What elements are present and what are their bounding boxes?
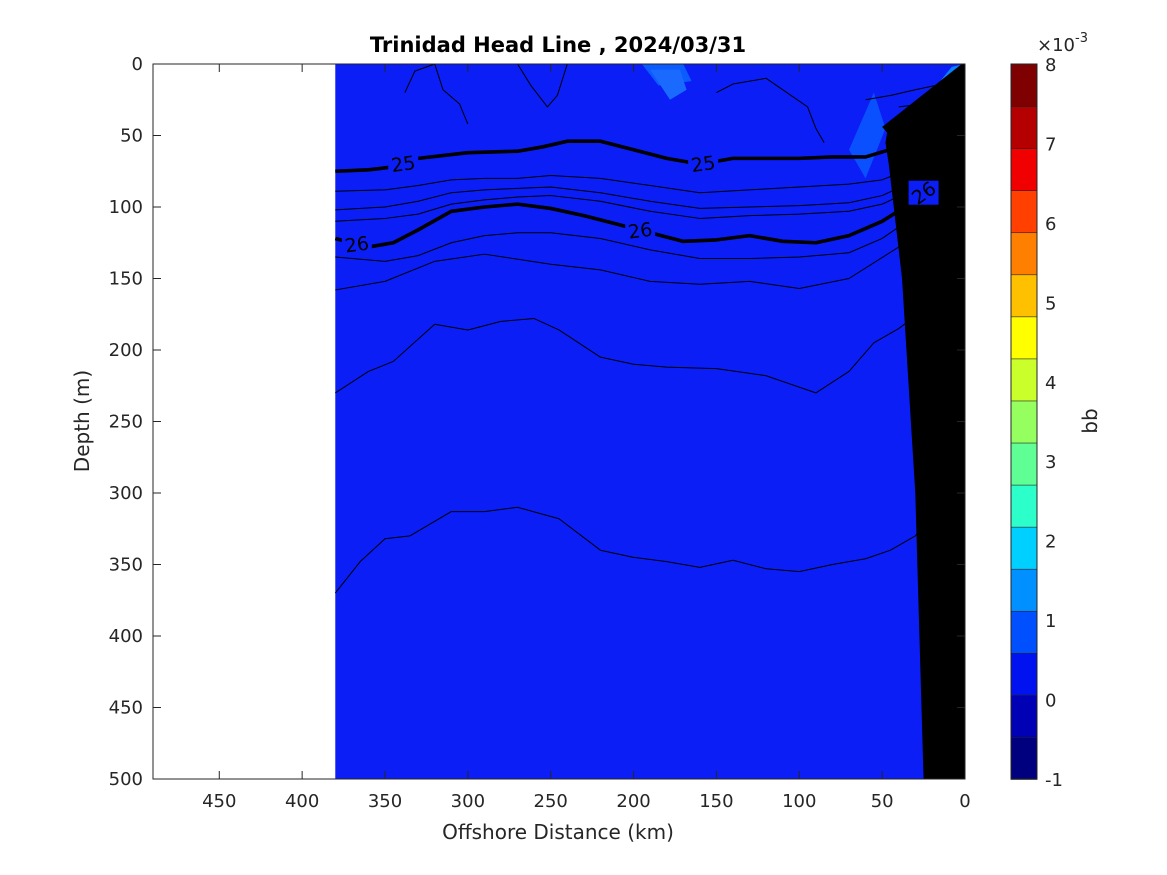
x-tick-label: 100 <box>782 791 816 812</box>
colorbar-step <box>1010 273 1038 318</box>
colorbar-step <box>1010 63 1038 107</box>
isopycnal-line-7 <box>335 163 949 222</box>
colorbar-step <box>1010 147 1038 191</box>
isopycnal-line-9 <box>404 64 469 125</box>
colorbar-step <box>1010 694 1038 738</box>
colorbar-tick-label: 4 <box>1045 373 1056 394</box>
colorbar-tick-label: 5 <box>1045 293 1056 314</box>
isopycnal-line-11 <box>716 77 825 143</box>
x-tick-label: 350 <box>368 791 402 812</box>
colorbar-step <box>1010 316 1038 360</box>
colorbar-ticks: -1 0 1 2 3 4 5 6 7 8 <box>1045 55 1063 791</box>
colorbar-steps <box>1010 63 1038 780</box>
colorbar-step <box>1010 736 1038 780</box>
y-tick-label: 300 <box>109 483 143 504</box>
isopycnal-line-4 <box>334 506 933 594</box>
colorbar: -1 0 1 2 3 4 5 6 7 8 ×10-3 bb <box>1010 31 1102 791</box>
x-tick-label: 50 <box>871 791 894 812</box>
colorbar-step <box>1010 652 1038 696</box>
contour-label-gap <box>341 232 372 257</box>
contour-label-gap <box>688 151 719 176</box>
colorbar-tick-label: 0 <box>1045 691 1056 712</box>
x-tick-label: 0 <box>959 791 970 812</box>
contour-label: 26 <box>627 219 654 244</box>
colorbar-step <box>1010 400 1038 444</box>
y-tick-label: 250 <box>109 412 143 433</box>
colorbar-tick-label: -1 <box>1045 770 1063 791</box>
colorbar-tick-label: 3 <box>1045 452 1056 473</box>
x-tick-label: 300 <box>451 791 485 812</box>
isopycnal-line-8 <box>335 185 949 262</box>
x-tick-label: 400 <box>285 791 319 812</box>
isopycnal-line-2 <box>335 200 949 291</box>
x-axis-label: Offshore Distance (km) <box>442 820 674 844</box>
contour-label-gap <box>388 151 419 176</box>
x-tick-label: 150 <box>699 791 733 812</box>
colorbar-frame <box>1010 63 1038 780</box>
colorbar-step <box>1010 231 1038 276</box>
colorbar-step <box>1010 484 1038 528</box>
colorbar-exponent: ×10-3 <box>1037 31 1088 56</box>
colorbar-step <box>1010 610 1038 654</box>
contour-label: 25 <box>690 152 717 177</box>
contour-label-gap <box>908 180 939 205</box>
y-tick-label: 450 <box>109 698 143 719</box>
colorbar-step <box>1010 105 1038 149</box>
field-patch-5 <box>650 69 687 100</box>
contour-label: 26 <box>343 232 370 257</box>
field-background <box>335 64 965 779</box>
y-tick-label: 100 <box>109 197 143 218</box>
contour-label-gap <box>625 218 656 243</box>
y-tick-label: 150 <box>109 269 143 290</box>
y-tick-label: 400 <box>109 626 143 647</box>
x-tick-label: 250 <box>534 791 568 812</box>
y-axis: 0 50 100 150 200 250 300 350 400 450 500 <box>109 54 965 790</box>
x-tick-label: 450 <box>202 791 236 812</box>
chart-title: Trinidad Head Line , 2024/03/31 <box>370 33 746 57</box>
y-tick-label: 0 <box>132 54 143 75</box>
colorbar-step <box>1010 442 1038 486</box>
bathymetry <box>882 64 965 779</box>
colorbar-label: bb <box>1078 408 1102 433</box>
colorbar-step <box>1010 526 1038 570</box>
colorbar-tick-label: 8 <box>1045 55 1056 76</box>
isopycnal-line-3 <box>335 292 941 394</box>
colorbar-step <box>1010 568 1038 612</box>
colorbar-tick-label: 7 <box>1045 134 1056 155</box>
x-tick-label: 200 <box>616 791 650 812</box>
colorbar-tick-label: 1 <box>1045 611 1056 632</box>
y-axis-label: Depth (m) <box>70 370 94 472</box>
isopycnal-line-6 <box>335 157 949 211</box>
contour-label: 25 <box>390 152 417 177</box>
colorbar-tick-label: 6 <box>1045 214 1056 235</box>
y-tick-label: 350 <box>109 555 143 576</box>
colorbar-tick-label: 2 <box>1045 532 1056 553</box>
y-tick-label: 200 <box>109 340 143 361</box>
y-tick-label: 50 <box>120 126 143 147</box>
seafloor <box>882 64 965 779</box>
isopycnal-line-10 <box>517 64 568 108</box>
colorbar-step <box>1010 358 1038 402</box>
y-tick-label: 500 <box>109 769 143 790</box>
x-axis: 450 400 350 300 250 200 150 100 50 0 <box>202 64 971 812</box>
color-field <box>335 64 965 779</box>
colorbar-step <box>1010 189 1038 234</box>
